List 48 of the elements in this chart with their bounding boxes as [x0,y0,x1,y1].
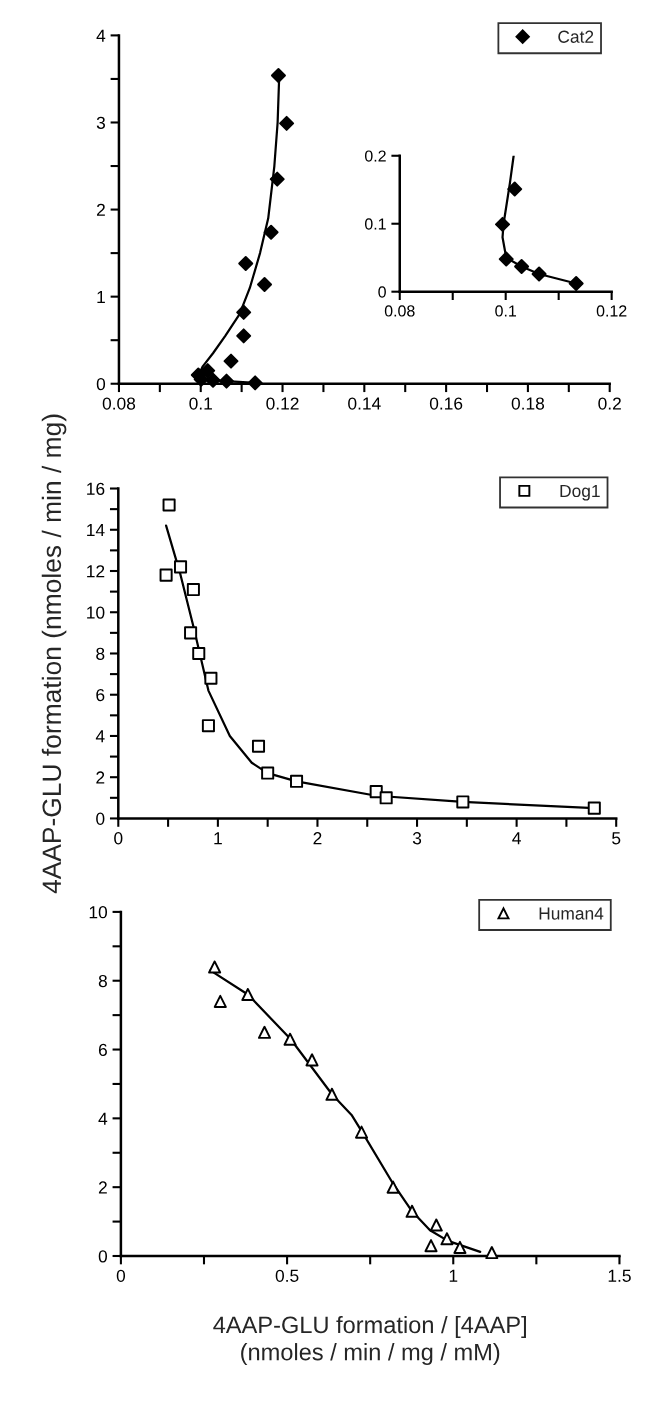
y-tick-label: 4 [95,730,105,743]
x-tick-label: 0.2 [598,397,621,410]
x-tick-label: 1.5 [608,1269,631,1282]
x-tick-label: 1 [449,1269,458,1282]
y-tick-label: 0.1 [364,218,386,230]
y-tick-label: 16 [87,482,105,495]
y-tick-label: 4 [96,29,106,42]
x-tick-label: 3 [412,832,422,845]
x-tick-label: 0.16 [429,397,463,410]
x-tick-label: 4 [512,832,521,845]
y-tick-label: 10 [89,906,108,919]
x-tick-label: 2 [313,832,322,845]
x-tick-label: 0.14 [348,397,381,410]
y-tick-label: 2 [98,1181,107,1194]
y-tick-label: 0 [96,377,106,391]
y-tick-label: 10 [87,606,105,619]
x-tick-label: 0.1 [495,305,517,317]
y-tick-label: 6 [96,688,105,702]
y-tick-label: 8 [96,647,105,660]
x-tick-label: 0.12 [596,305,627,317]
x-tick-label: 5 [612,832,621,845]
legend-label: Cat2 [558,30,594,43]
y-tick-label: 0 [378,286,386,298]
y-tick-label: 0.2 [364,150,386,162]
legend-label: Human4 [539,907,604,920]
y-tick-label: 0 [98,1250,108,1263]
y-tick-label: 3 [96,116,105,129]
x-tick-label: 0.08 [102,397,136,410]
y-tick-label: 2 [96,771,105,784]
x-tick-label: 0.5 [275,1269,299,1282]
y-tick-label: 0 [96,812,105,825]
x-axis-title: 4AAP-GLU formation / [4AAP] (nmoles / min / mg / mM) [213,1315,526,1366]
y-tick-label: 2 [96,203,105,216]
legend-label: Dog1 [560,484,600,501]
x-tick-label: 0 [114,832,123,845]
y-axis-title: 4AAP-GLU formation (nmoles / min / mg) [41,414,67,894]
y-tick-label: 6 [98,1043,107,1056]
x-tick-label: 0 [116,1269,126,1282]
y-tick-label: 8 [98,974,107,988]
x-tick-label: 0.08 [384,305,415,317]
x-tick-label: 0.18 [511,397,545,410]
x-tick-label: 0.1 [189,397,212,410]
x-tick-label: 1 [214,832,222,845]
x-tick-label: 0.12 [266,397,299,410]
y-tick-label: 14 [87,524,105,537]
y-tick-label: 4 [98,1112,108,1125]
y-tick-label: 12 [87,565,105,578]
y-tick-label: 1 [97,291,105,303]
